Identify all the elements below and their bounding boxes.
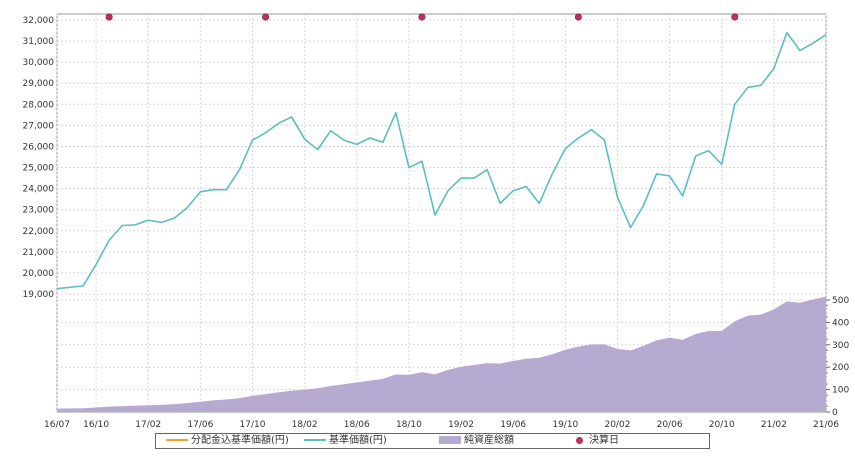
x-tick-label: 16/10 [83, 420, 109, 430]
x-tick-label: 17/10 [240, 420, 266, 430]
y-left-tick-label: 20,000 [23, 269, 55, 279]
x-tick-label: 17/02 [135, 420, 161, 430]
x-tick-label: 21/06 [813, 420, 839, 430]
nav-line [56, 31, 827, 290]
y-left-tick-label: 19,000 [23, 290, 55, 300]
legend-swatch-assets [439, 436, 461, 444]
x-tick-label: 21/02 [761, 420, 787, 430]
y-left-tick-label: 29,000 [23, 79, 55, 89]
x-tick-label: 18/06 [344, 420, 370, 430]
x-tick-label: 19/02 [448, 420, 474, 430]
y-left-tick-label: 32,000 [23, 16, 55, 26]
settlement-marker [418, 13, 426, 21]
legend-item-settlement: 決算日 [576, 434, 619, 448]
y-right-tick-label: 200 [832, 363, 849, 373]
legend-item-assets: 純資産総額 [439, 434, 514, 448]
y-right-tick-label: 0 [832, 408, 838, 418]
settlement-marker [574, 13, 582, 21]
y-right-tick-label: 300 [832, 341, 849, 351]
y-left-tick-label: 28,000 [23, 100, 55, 110]
y-left-tick-label: 27,000 [23, 121, 55, 131]
y-right-tick-label: 500 [832, 296, 849, 306]
legend-label-nav: 基準価額(円) [329, 435, 387, 446]
x-tick-label: 20/02 [604, 420, 630, 430]
legend-swatch-dividend-nav [166, 439, 188, 441]
x-tick-label: 19/10 [552, 420, 578, 430]
y-right-tick-label: 400 [832, 318, 849, 328]
legend: 分配金込基準価額(円) 基準価額(円) 純資産総額 決算日 [155, 433, 710, 449]
legend-swatch-nav [304, 439, 326, 441]
y-left-tick-label: 24,000 [23, 185, 55, 195]
x-tick-label: 18/02 [292, 420, 318, 430]
legend-label-settlement: 決算日 [589, 435, 619, 446]
x-tick-label: 17/06 [187, 420, 213, 430]
x-tick-label: 16/07 [44, 420, 70, 430]
chart-svg: 16/07 16/10 17/02 17/06 17/10 18/02 18/06 18/10… [23, 13, 849, 430]
y-left-tick-label: 26,000 [23, 142, 55, 152]
settlement-marker [105, 13, 113, 21]
y-left-tick-label: 31,000 [23, 37, 55, 47]
x-tick-label: 18/10 [396, 420, 422, 430]
x-tick-label: 20/06 [657, 420, 683, 430]
assets-area [57, 296, 826, 412]
x-tick-label: 19/06 [500, 420, 526, 430]
y-left-tick-label: 30,000 [23, 58, 55, 68]
settlement-marker [262, 13, 270, 21]
y-left-tick-label: 23,000 [23, 206, 55, 216]
legend-swatch-settlement [576, 436, 583, 444]
y-left-tick-label: 22,000 [23, 227, 55, 237]
settlement-marker [731, 13, 739, 21]
y-right-tick-label: 100 [832, 386, 849, 396]
x-tick-label: 20/10 [709, 420, 735, 430]
legend-item-dividend-nav: 分配金込基準価額(円) [166, 434, 289, 448]
legend-label-assets: 純資産総額 [464, 435, 514, 446]
y-left-tick-label: 21,000 [23, 248, 55, 258]
legend-item-nav: 基準価額(円) [304, 434, 387, 448]
y-left-tick-label: 25,000 [23, 164, 55, 174]
legend-label-dividend-nav: 分配金込基準価額(円) [191, 435, 289, 446]
